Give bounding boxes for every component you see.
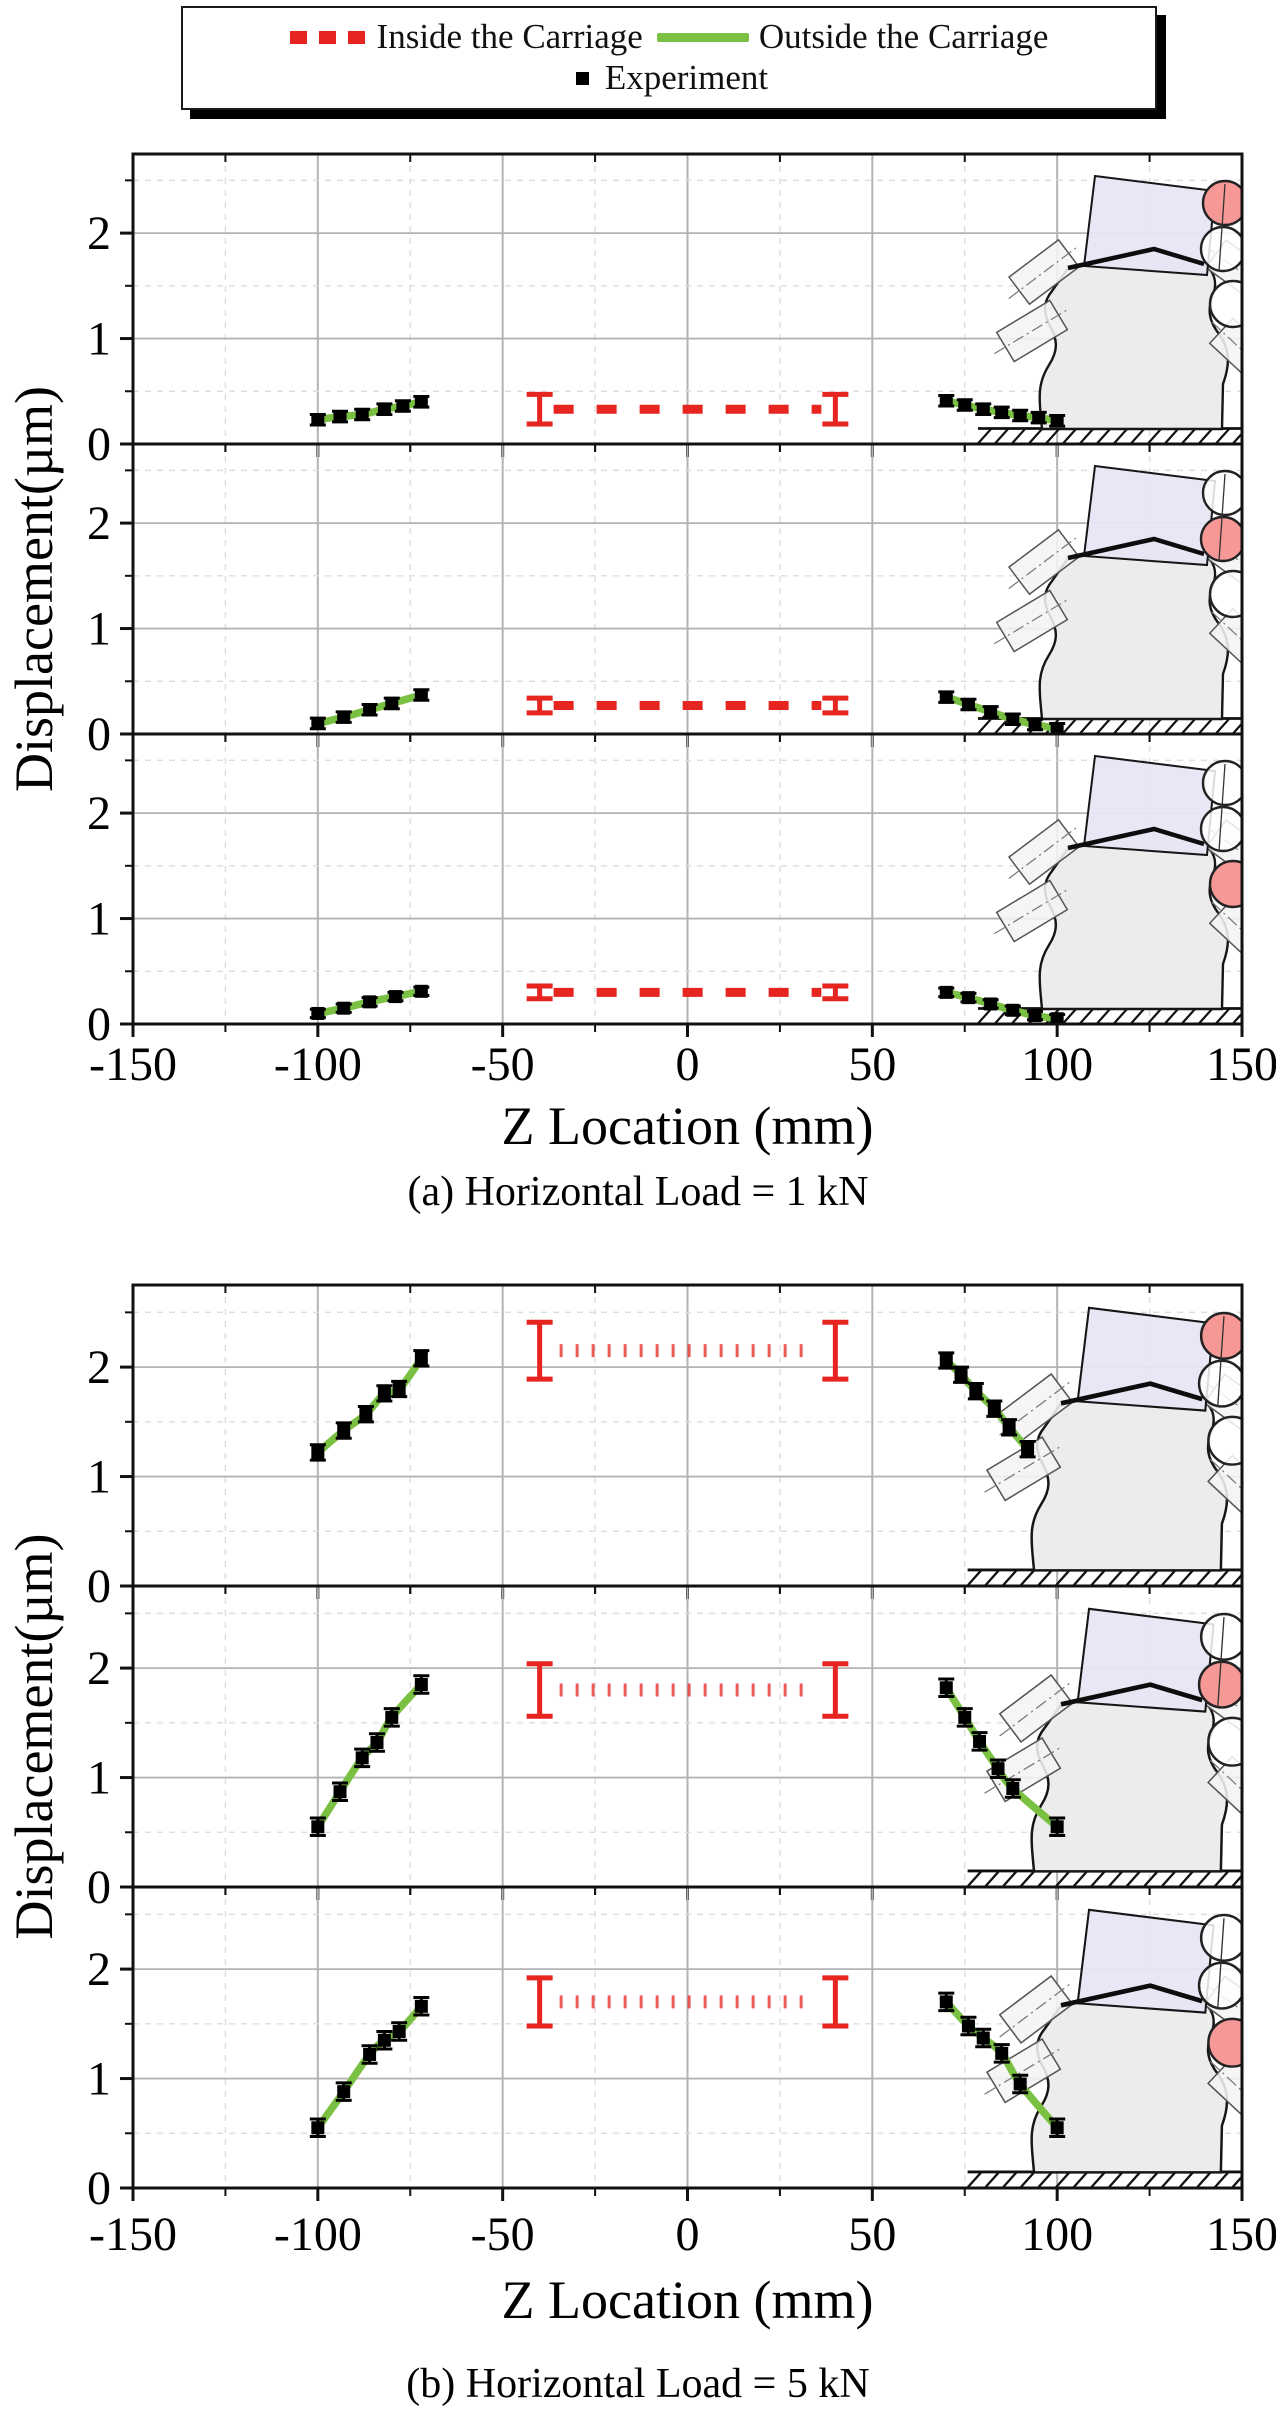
y-tick-label: 1 <box>87 893 111 946</box>
y-tick-label: 2 <box>87 1642 111 1695</box>
y-tick-label: 0 <box>87 998 111 1051</box>
x-tick-label: 0 <box>676 1038 700 1091</box>
x-tick-label: -150 <box>89 2208 177 2261</box>
machine-inset-diagram <box>977 464 1242 734</box>
legend-item-experiment: Experiment <box>570 58 769 97</box>
legend-item-outside-carriage: Outside the Carriage <box>656 17 1049 57</box>
legend-label-outside-carriage: Outside the Carriage <box>758 17 1049 57</box>
chart-b-horizontal-load-5kN: 0 1 2 0 1 2 0 1 2 -150 -100 -50 0 50 100 150 Z Location … <box>4 1283 1276 2330</box>
green-line-swatch <box>656 33 749 43</box>
chart-a-horizontal-load-1kN: 0 1 2 0 1 2 0 1 2 -150 -100 -50 0 50 100 150 Z Location … <box>4 152 1276 1156</box>
legend-item-inside-carriage: Inside the Carriage <box>289 17 643 57</box>
x-tick-label: -50 <box>471 1038 535 1091</box>
y-tick-label: 0 <box>87 1861 111 1914</box>
red-dashed-line-swatch <box>289 31 365 45</box>
y-tick-label: 1 <box>87 603 111 656</box>
x-tick-label: 100 <box>1021 1038 1093 1091</box>
y-axis-title: Displacement(µm) <box>4 1534 64 1940</box>
y-tick-label: 0 <box>87 2162 111 2215</box>
y-tick-label: 1 <box>87 313 111 366</box>
y-tick-label: 0 <box>87 418 111 471</box>
x-tick-label: -50 <box>471 2208 535 2261</box>
x-tick-label: 50 <box>848 1038 896 1091</box>
y-tick-label: 2 <box>87 207 111 260</box>
y-tick-label: 2 <box>87 497 111 550</box>
legend-row-2: Experiment <box>183 58 1155 97</box>
legend: Inside the Carriage Outside the Carriage… <box>181 6 1157 110</box>
y-tick-label: 2 <box>87 787 111 840</box>
x-tick-label: 150 <box>1206 2208 1276 2261</box>
machine-inset-diagram <box>966 1306 1242 1586</box>
caption-a: (a) Horizontal Load = 1 kN <box>407 1169 869 1215</box>
legend-row-1: Inside the Carriage Outside the Carriage <box>183 17 1155 57</box>
x-tick-label: -100 <box>274 2208 362 2261</box>
x-tick-label: 0 <box>676 2208 700 2261</box>
x-tick-label: -150 <box>89 1038 177 1091</box>
legend-label-experiment: Experiment <box>604 58 769 97</box>
y-tick-label: 2 <box>87 1341 111 1394</box>
black-square-marker-swatch <box>575 71 589 85</box>
y-axis-title: Displacement(µm) <box>4 386 64 792</box>
machine-inset-diagram <box>977 174 1242 444</box>
x-tick-label: -100 <box>274 1038 362 1091</box>
x-tick-label: 100 <box>1021 2208 1093 2261</box>
machine-inset-diagram <box>966 1908 1242 2188</box>
caption-b: (b) Horizontal Load = 5 kN <box>406 2361 870 2407</box>
legend-label-inside-carriage: Inside the Carriage <box>376 17 643 57</box>
y-tick-label: 1 <box>87 1451 111 1504</box>
machine-inset-diagram <box>977 754 1242 1024</box>
y-tick-label: 1 <box>87 1752 111 1805</box>
x-axis-title: Z Location (mm) <box>502 2270 874 2330</box>
x-axis-title: Z Location (mm) <box>502 1096 874 1156</box>
y-tick-label: 0 <box>87 708 111 761</box>
x-tick-label: 50 <box>848 2208 896 2261</box>
machine-inset-diagram <box>966 1607 1242 1887</box>
y-tick-label: 0 <box>87 1560 111 1613</box>
y-tick-label: 2 <box>87 1943 111 1996</box>
x-tick-label: 150 <box>1206 1038 1276 1091</box>
y-tick-label: 1 <box>87 2053 111 2106</box>
